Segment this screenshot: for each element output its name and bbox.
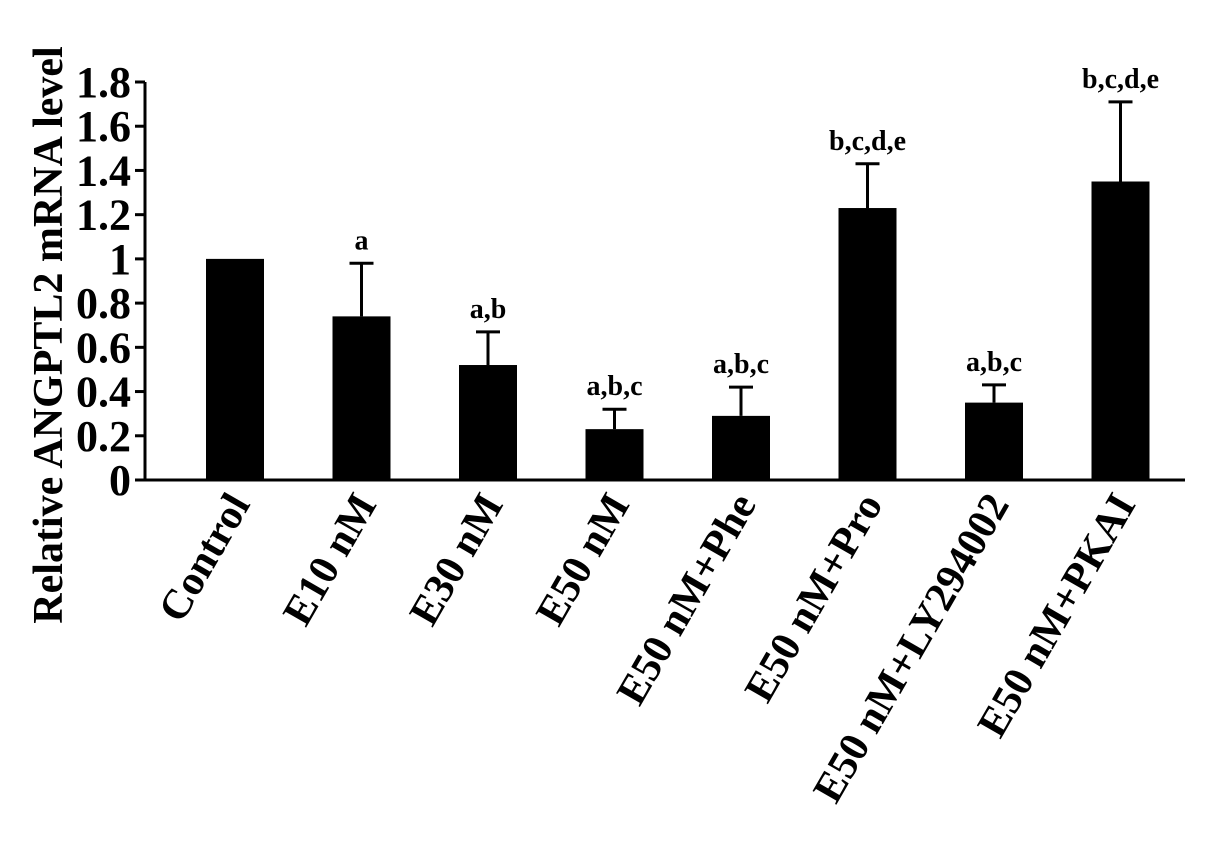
bar-7 <box>965 402 1023 480</box>
bar-6 <box>838 208 897 481</box>
annotation-2: a <box>355 225 369 256</box>
x-category-label-4: E50 nM <box>528 486 640 633</box>
y-tick-label-1.6: 1.6 <box>76 102 131 151</box>
y-tick-label-1.2: 1.2 <box>76 191 131 240</box>
bars-layer <box>206 181 1150 481</box>
axes-layer <box>143 82 1185 482</box>
annotation-6: b,c,d,e <box>829 126 906 157</box>
bar-2 <box>332 316 391 480</box>
y-tick-label-1.4: 1.4 <box>76 146 131 195</box>
y-tick-label-0.8: 0.8 <box>76 279 131 328</box>
y-axis-label-group: Relative ANGPTL2 mRNA level <box>26 46 72 623</box>
annotation-5: a,b,c <box>713 349 769 380</box>
y-tick-label-0: 0 <box>109 456 131 505</box>
annotations-layer: a a,b a,b,c a,b,c b,c,d,e a,b,c b,c,d,e <box>355 64 1160 402</box>
y-tick-label-0.2: 0.2 <box>76 412 131 461</box>
y-tick-label-0.4: 0.4 <box>76 368 131 417</box>
x-category-label-3: E30 nM <box>401 486 513 633</box>
y-ticks-layer: 00.20.40.60.811.21.41.61.8 <box>76 58 145 505</box>
x-category-label-1: Control <box>150 486 259 630</box>
annotation-4: a,b,c <box>587 371 643 402</box>
y-tick-label-1.8: 1.8 <box>76 58 131 107</box>
annotation-7: a,b,c <box>966 347 1022 378</box>
x-category-label-2: E10 nM <box>275 486 387 633</box>
bar-1 <box>206 258 264 480</box>
bar-5 <box>712 415 770 480</box>
annotation-8: b,c,d,e <box>1082 64 1159 95</box>
y-axis-label: Relative ANGPTL2 mRNA level <box>26 46 72 623</box>
error-bars-layer <box>349 100 1133 430</box>
bar-8 <box>1091 181 1150 480</box>
y-tick-label-0.6: 0.6 <box>76 323 131 372</box>
annotation-3: a,b <box>470 294 507 325</box>
bar-3 <box>459 365 517 480</box>
y-tick-label-1: 1 <box>109 235 131 284</box>
bar-4 <box>585 429 644 480</box>
